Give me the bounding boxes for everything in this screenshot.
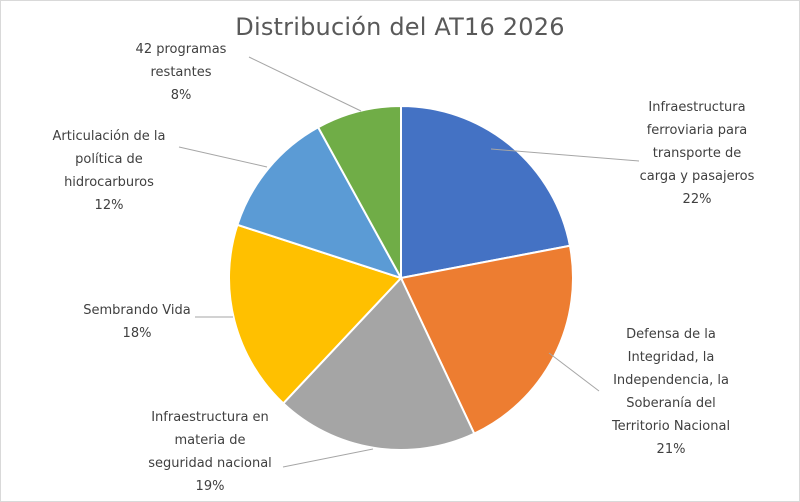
slice-label-6: 42 programas restantes 8% bbox=[136, 42, 227, 103]
slice-label-5: Articulación de la política de hidrocarbur… bbox=[53, 129, 166, 213]
leader-line-6 bbox=[248, 56, 362, 112]
slice-label-line: Soberanía del bbox=[626, 396, 716, 411]
slice-label-line: Infraestructura en bbox=[151, 410, 269, 425]
slice-percent-3: 19% bbox=[196, 479, 225, 494]
slice-label-3: Infraestructura en materia de seguridad na… bbox=[148, 410, 272, 494]
leader-line-5 bbox=[178, 146, 268, 168]
slice-label-line: seguridad nacional bbox=[148, 456, 272, 471]
slice-label-line: transporte de bbox=[653, 146, 741, 161]
leader-line-3 bbox=[282, 448, 374, 468]
leader-line-2 bbox=[548, 352, 600, 392]
slice-percent-6: 8% bbox=[171, 88, 192, 103]
pie-slice-6 bbox=[316, 104, 402, 279]
slice-label-line: ferroviaria para bbox=[647, 123, 748, 138]
slice-percent-5: 12% bbox=[95, 198, 124, 213]
slice-label-line: Independencia, la bbox=[613, 373, 729, 388]
pie-slice-1 bbox=[400, 104, 572, 280]
slice-label-1: Infraestructura ferroviaria para transport… bbox=[640, 100, 755, 207]
slice-label-line: Articulación de la bbox=[53, 129, 166, 144]
slice-label-line: Sembrando Vida bbox=[83, 303, 191, 318]
slice-label-line: política de bbox=[75, 152, 143, 167]
slice-label-line: Territorio Nacional bbox=[611, 419, 730, 434]
slice-percent-1: 22% bbox=[683, 192, 712, 207]
pie-slice-2 bbox=[399, 244, 574, 435]
slice-percent-4: 18% bbox=[123, 326, 152, 341]
pie-slice-3 bbox=[281, 276, 476, 451]
slice-label-line: Infraestructura bbox=[648, 100, 745, 115]
slice-label-line: 42 programas bbox=[136, 42, 227, 57]
slice-label-line: Defensa de la bbox=[626, 327, 716, 342]
slice-label-line: Integridad, la bbox=[628, 350, 715, 365]
slice-label-line: carga y pasajeros bbox=[640, 169, 755, 184]
slice-label-4: Sembrando Vida 18% bbox=[83, 303, 191, 341]
leader-line-1 bbox=[490, 148, 640, 162]
pie-slice-5 bbox=[236, 125, 404, 280]
slice-label-2: Defensa de la Integridad, la Independencia… bbox=[611, 327, 730, 457]
slice-label-line: restantes bbox=[150, 65, 211, 80]
chart-title: Distribución del AT16 2026 bbox=[235, 13, 565, 41]
slice-label-line: hidrocarburos bbox=[64, 175, 154, 190]
slice-label-line: materia de bbox=[174, 433, 245, 448]
pie-slice-4 bbox=[228, 223, 403, 405]
slice-percent-2: 21% bbox=[657, 442, 686, 457]
